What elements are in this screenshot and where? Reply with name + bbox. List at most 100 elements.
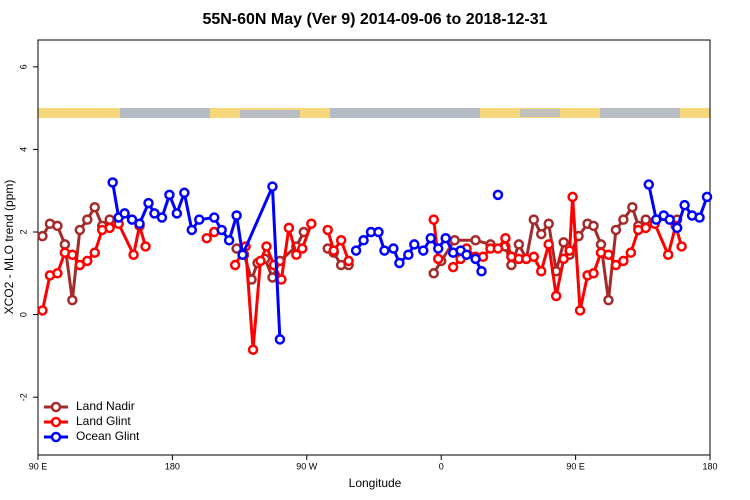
point — [449, 235, 460, 246]
point — [358, 235, 369, 246]
x-tick-label: 180 — [165, 461, 180, 471]
point — [595, 239, 607, 250]
point — [373, 226, 384, 238]
point — [543, 218, 554, 230]
y-tick-label: -2 — [18, 393, 28, 401]
point — [67, 294, 78, 306]
point — [255, 255, 266, 267]
point — [447, 261, 459, 273]
point — [107, 177, 118, 188]
point — [603, 249, 614, 260]
point — [104, 222, 115, 234]
point — [379, 245, 390, 256]
x-tick-label: 90 E — [566, 461, 585, 471]
point — [440, 232, 451, 244]
point — [428, 268, 439, 279]
x-axis-label: Longitude — [349, 476, 402, 490]
point — [618, 214, 629, 225]
point — [216, 224, 227, 236]
point — [67, 249, 78, 260]
point — [425, 232, 436, 244]
point — [618, 255, 629, 267]
point — [194, 214, 205, 225]
point — [403, 249, 414, 260]
legend-marker — [50, 416, 62, 428]
point — [418, 245, 429, 256]
point — [627, 201, 638, 213]
point — [671, 222, 683, 234]
point — [119, 208, 130, 219]
chart-title: 55N-60N May (Ver 9) 2014-09-06 to 2018-1… — [202, 11, 547, 28]
point — [470, 253, 481, 265]
point — [643, 179, 655, 190]
point — [492, 243, 504, 254]
y-tick-label: 2 — [18, 230, 28, 235]
point — [432, 243, 444, 254]
legend-marker — [50, 431, 62, 443]
point — [328, 245, 339, 256]
point — [492, 189, 504, 201]
point — [428, 214, 439, 225]
point — [625, 247, 637, 258]
point — [104, 214, 115, 225]
y-tick-label: 6 — [18, 64, 28, 69]
point — [37, 305, 48, 316]
point — [640, 222, 652, 234]
point — [610, 224, 622, 236]
point — [650, 214, 662, 225]
point — [550, 290, 562, 302]
point — [186, 224, 198, 236]
point — [237, 249, 248, 260]
point — [558, 237, 569, 248]
point — [701, 191, 713, 203]
point — [564, 245, 575, 256]
point — [588, 220, 599, 232]
point — [52, 268, 63, 279]
point — [59, 239, 71, 250]
point — [140, 241, 151, 252]
point — [164, 189, 175, 201]
point — [128, 249, 139, 260]
point — [229, 259, 241, 271]
point — [231, 210, 242, 221]
point — [171, 208, 183, 219]
point — [37, 230, 48, 242]
point — [528, 251, 540, 263]
point — [500, 232, 511, 244]
point — [694, 212, 705, 223]
point — [461, 249, 472, 260]
point — [74, 224, 86, 236]
point — [74, 259, 86, 271]
point — [291, 249, 302, 260]
point — [394, 257, 405, 269]
point — [679, 199, 690, 211]
point — [676, 241, 687, 252]
point — [567, 191, 578, 203]
point — [664, 214, 675, 225]
point — [528, 214, 540, 225]
point — [610, 259, 622, 271]
point — [640, 214, 652, 225]
plot-frame — [37, 39, 711, 456]
point — [247, 344, 259, 355]
point — [223, 235, 235, 246]
y-axis-label: XCO2 - MLO trend (ppm) — [2, 180, 16, 315]
point — [322, 224, 333, 236]
legend-label: Land Nadir — [76, 399, 135, 413]
y-tick-label: 4 — [18, 147, 28, 152]
y-tick-label: 0 — [18, 312, 28, 317]
point — [179, 187, 190, 199]
point — [126, 214, 138, 225]
point — [208, 212, 220, 223]
point — [274, 334, 286, 345]
point — [261, 241, 272, 252]
x-tick-label: 0 — [439, 461, 444, 471]
map-strip — [38, 108, 710, 118]
point — [143, 197, 154, 209]
point — [432, 253, 444, 265]
point — [536, 228, 547, 240]
series-line — [41, 221, 147, 311]
point — [574, 305, 586, 316]
point — [409, 239, 420, 250]
